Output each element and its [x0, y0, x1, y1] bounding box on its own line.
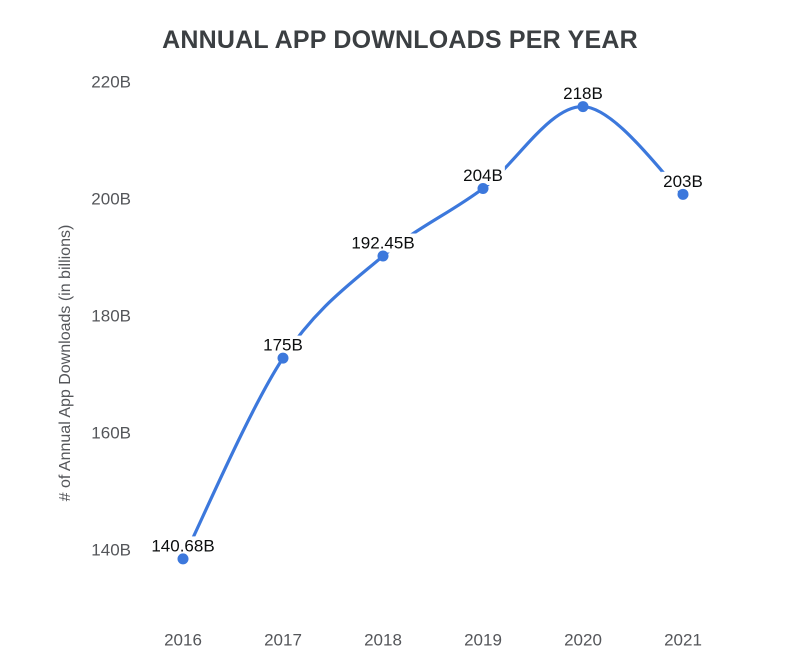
data-point-label-backing: [261, 335, 305, 355]
data-point: [177, 553, 189, 565]
y-axis-title: # of Annual App Downloads (in billions): [57, 224, 74, 502]
data-point: [277, 352, 289, 364]
data-point-label: 192.45B: [351, 234, 414, 253]
x-tick-label: 2019: [464, 631, 502, 650]
y-tick-label: 200B: [91, 190, 131, 209]
data-point-label-backing: [661, 171, 705, 191]
data-point-label: 140.68B: [151, 536, 214, 555]
x-tick-label: 2017: [264, 631, 302, 650]
y-tick-label: 220B: [91, 73, 131, 92]
data-point: [577, 101, 589, 113]
data-point-label-backing: [461, 165, 505, 185]
y-tick-label: 140B: [91, 541, 131, 560]
y-tick-label: 180B: [91, 307, 131, 326]
data-point-label-backing: [349, 233, 417, 253]
data-point: [677, 188, 689, 200]
x-tick-label: 2016: [164, 631, 202, 650]
series-line: [181, 104, 685, 561]
data-point-label: 175B: [263, 336, 303, 355]
data-point-label: 203B: [663, 172, 703, 191]
data-point-label: 204B: [463, 166, 503, 185]
x-tick-label: 2021: [664, 631, 702, 650]
chart-title: ANNUAL APP DOWNLOADS PER YEAR: [162, 26, 638, 54]
data-point-label-backing: [149, 536, 217, 556]
data-point: [377, 250, 389, 262]
data-point: [477, 182, 489, 194]
y-tick-label: 160B: [91, 424, 131, 443]
data-point-label: 218B: [563, 84, 603, 103]
data-point-label-backing: [561, 84, 605, 104]
x-tick-label: 2020: [564, 631, 602, 650]
x-tick-label: 2018: [364, 631, 402, 650]
